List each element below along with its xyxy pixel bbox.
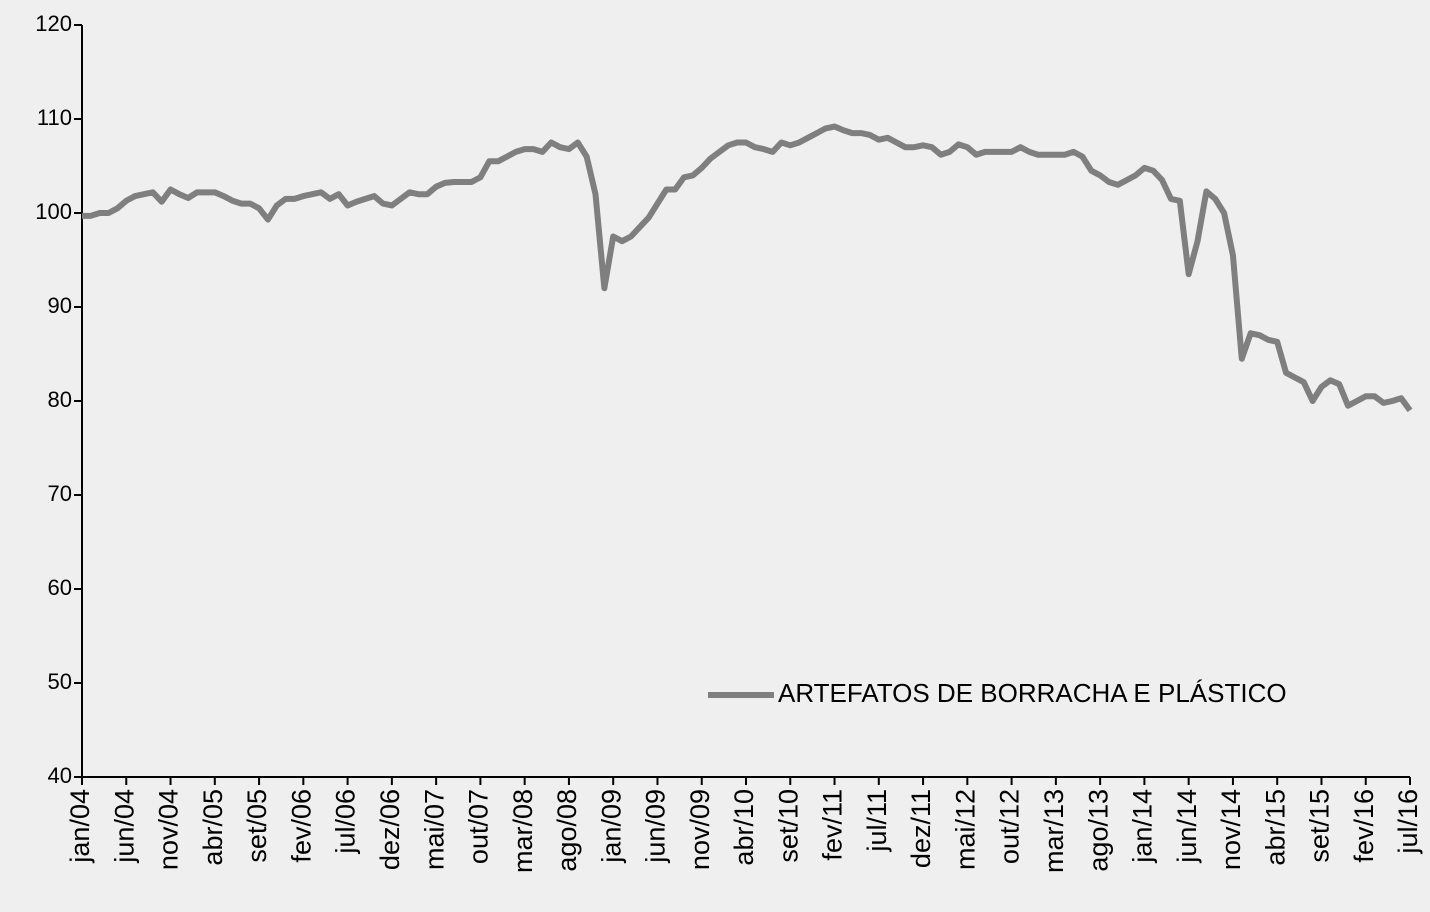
- x-tick-label: out/12: [995, 789, 1025, 864]
- x-tick-label: mar/08: [508, 789, 538, 873]
- x-tick-label: nov/09: [685, 789, 715, 870]
- x-tick-label: jul/06: [331, 789, 361, 855]
- y-tick-label: 60: [48, 575, 72, 600]
- x-tick-label: fev/11: [818, 789, 848, 861]
- data-line: [82, 123, 1413, 413]
- y-tick-label: 50: [48, 669, 72, 694]
- y-tick-label: 110: [37, 105, 72, 130]
- legend-label: ARTEFATOS DE BORRACHA E PLÁSTICO: [778, 678, 1287, 708]
- y-tick-label: 120: [35, 11, 72, 36]
- y-tick-label: 40: [48, 763, 72, 788]
- x-tick-label: jun/14: [1172, 789, 1202, 864]
- x-tick-label: dez/11: [906, 789, 936, 868]
- x-tick-label: mar/13: [1039, 789, 1069, 873]
- x-tick-label: fev/06: [286, 789, 316, 863]
- x-tick-label: nov/14: [1216, 789, 1246, 870]
- x-tick-label: fev/16: [1349, 789, 1379, 863]
- y-tick-label: 90: [48, 293, 72, 318]
- x-tick-label: jan/04: [65, 789, 95, 864]
- x-tick-label: set/15: [1305, 789, 1335, 863]
- x-tick-label: jan/14: [1128, 789, 1158, 864]
- x-tick-label: jul/16: [1393, 789, 1423, 855]
- x-tick-label: dez/06: [375, 789, 405, 870]
- x-tick-label: set/10: [773, 789, 803, 863]
- x-tick-label: jun/09: [641, 789, 671, 864]
- y-tick-label: 70: [48, 481, 72, 506]
- y-tick-label: 80: [48, 387, 72, 412]
- x-tick-label: jul/11: [862, 789, 892, 853]
- x-tick-label: abr/15: [1260, 789, 1290, 866]
- y-tick-label: 100: [35, 199, 72, 224]
- x-tick-label: set/05: [242, 789, 272, 863]
- x-tick-label: out/07: [464, 789, 494, 864]
- x-tick-label: mai/07: [419, 789, 449, 870]
- x-tick-label: ago/13: [1083, 789, 1113, 872]
- x-tick-label: mai/12: [950, 789, 980, 870]
- x-tick-label: abr/10: [729, 789, 759, 866]
- x-tick-label: jan/09: [596, 789, 626, 864]
- x-tick-label: jun/04: [109, 789, 139, 864]
- x-tick-label: ago/08: [552, 789, 582, 872]
- x-tick-label: nov/04: [154, 789, 184, 870]
- x-tick-label: abr/05: [198, 789, 228, 866]
